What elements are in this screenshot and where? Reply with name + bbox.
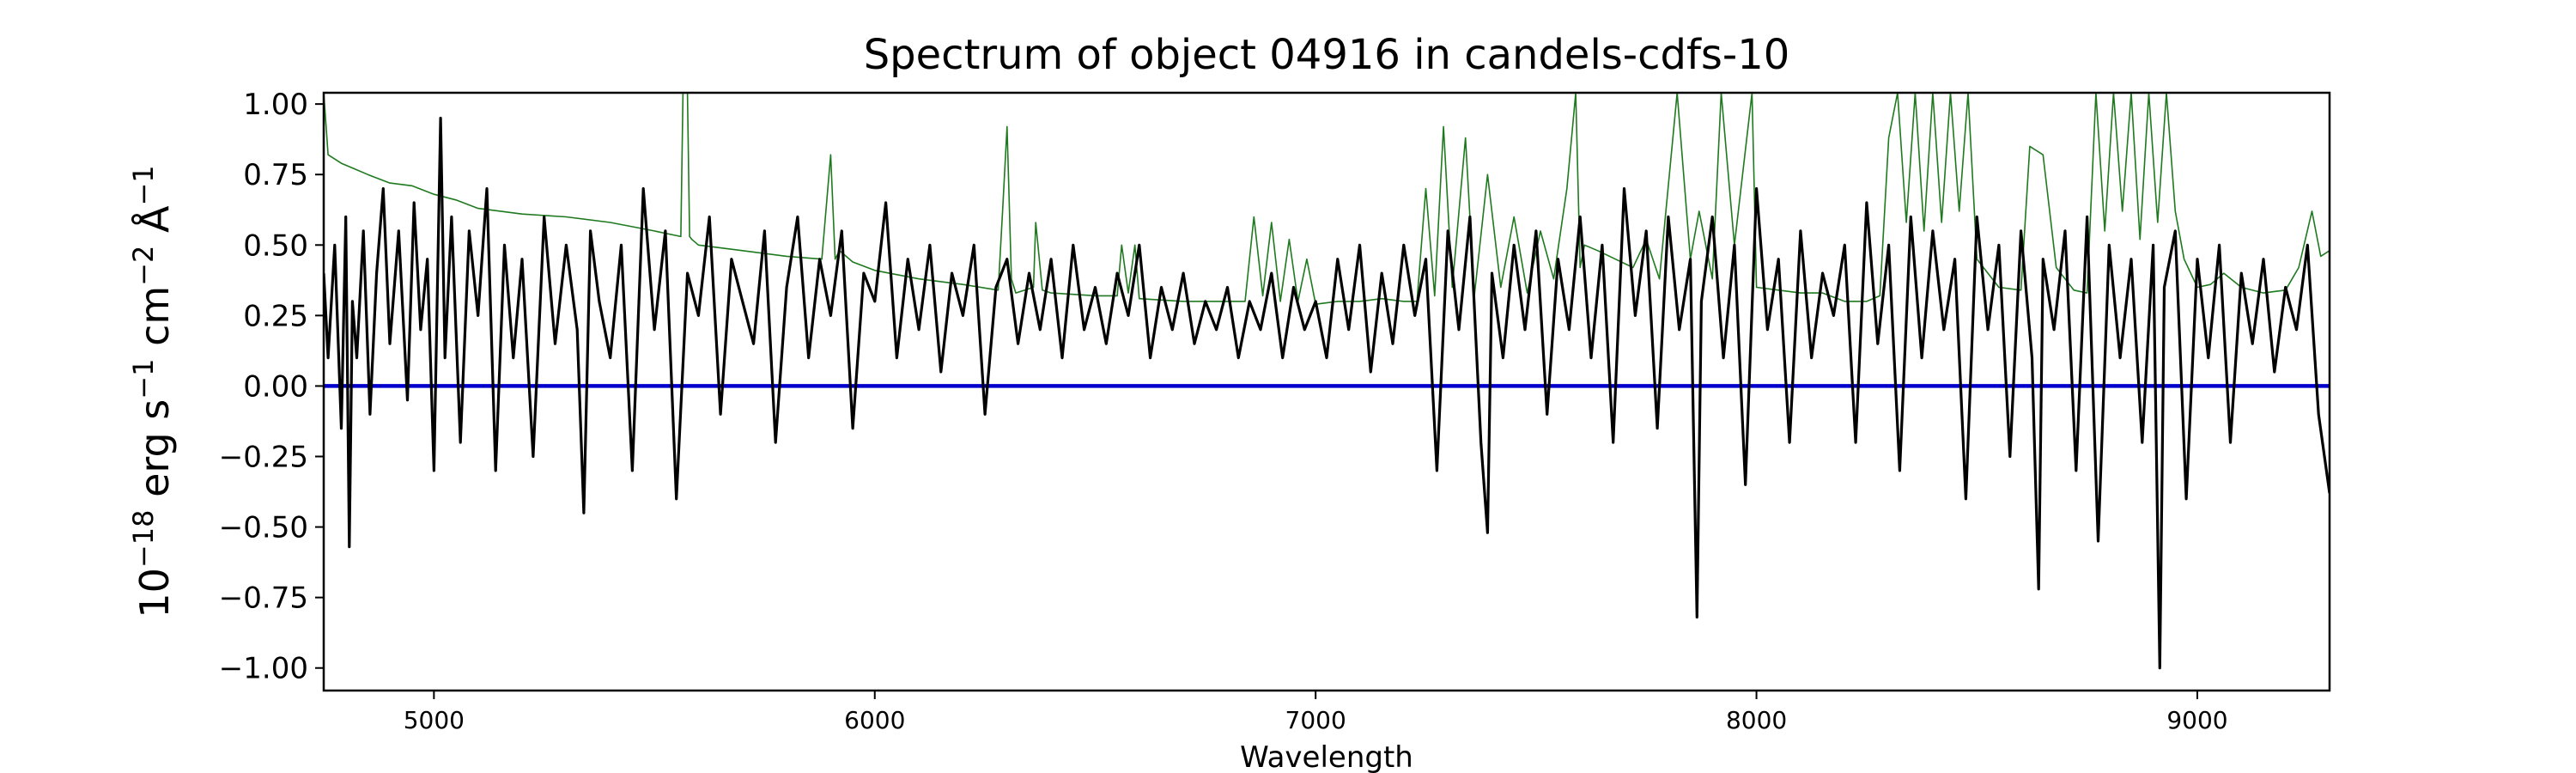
y-axis-label: 10−18 erg s−1 cm−2 Å−1 — [127, 165, 178, 618]
y-axis-label-exp-angstrom: −1 — [127, 165, 160, 205]
chart-title: Spectrum of object 04916 in candels-cdfs… — [864, 31, 1790, 79]
y-tick-label: −1.00 — [219, 652, 308, 686]
y-axis-label-cm: cm — [131, 286, 178, 359]
y-tick-label: 1.00 — [243, 88, 308, 122]
y-axis-label-exp-18: −18 — [127, 510, 160, 569]
y-axis-label-exp-s: −1 — [127, 359, 160, 399]
plot-area — [322, 91, 2331, 692]
y-tick-label: −0.25 — [219, 441, 308, 475]
x-tick-label: 6000 — [844, 706, 905, 734]
x-tick-label: 5000 — [404, 706, 465, 734]
series-layer — [324, 93, 2330, 670]
x-tick-label: 7000 — [1285, 706, 1346, 734]
x-tick-label: 8000 — [1726, 706, 1787, 734]
x-axis: 5000 6000 7000 8000 9000 — [404, 691, 2228, 734]
y-tick-label: −0.75 — [219, 581, 308, 616]
y-axis: 1.00 0.75 0.50 0.25 0.00 −0.25 −0.50 −0.75 −1.00 — [219, 88, 324, 686]
series-line-flux — [324, 116, 2330, 670]
x-tick-label: 9000 — [2166, 706, 2227, 734]
y-tick-label: −0.50 — [219, 511, 308, 545]
y-tick-label: 0.00 — [243, 369, 308, 404]
y-tick-label: 0.50 — [243, 228, 308, 263]
plot-frame — [322, 91, 2331, 692]
y-axis-label-exp-cm: −2 — [127, 246, 160, 286]
y-axis-label-base: 10 — [131, 568, 178, 618]
x-axis-label: Wavelength — [1240, 740, 1413, 773]
y-axis-label-angstrom: Å — [131, 205, 178, 246]
y-tick-label: 0.25 — [243, 299, 308, 333]
y-axis-label-erg: erg s — [131, 399, 178, 510]
y-tick-label: 0.75 — [243, 158, 308, 192]
